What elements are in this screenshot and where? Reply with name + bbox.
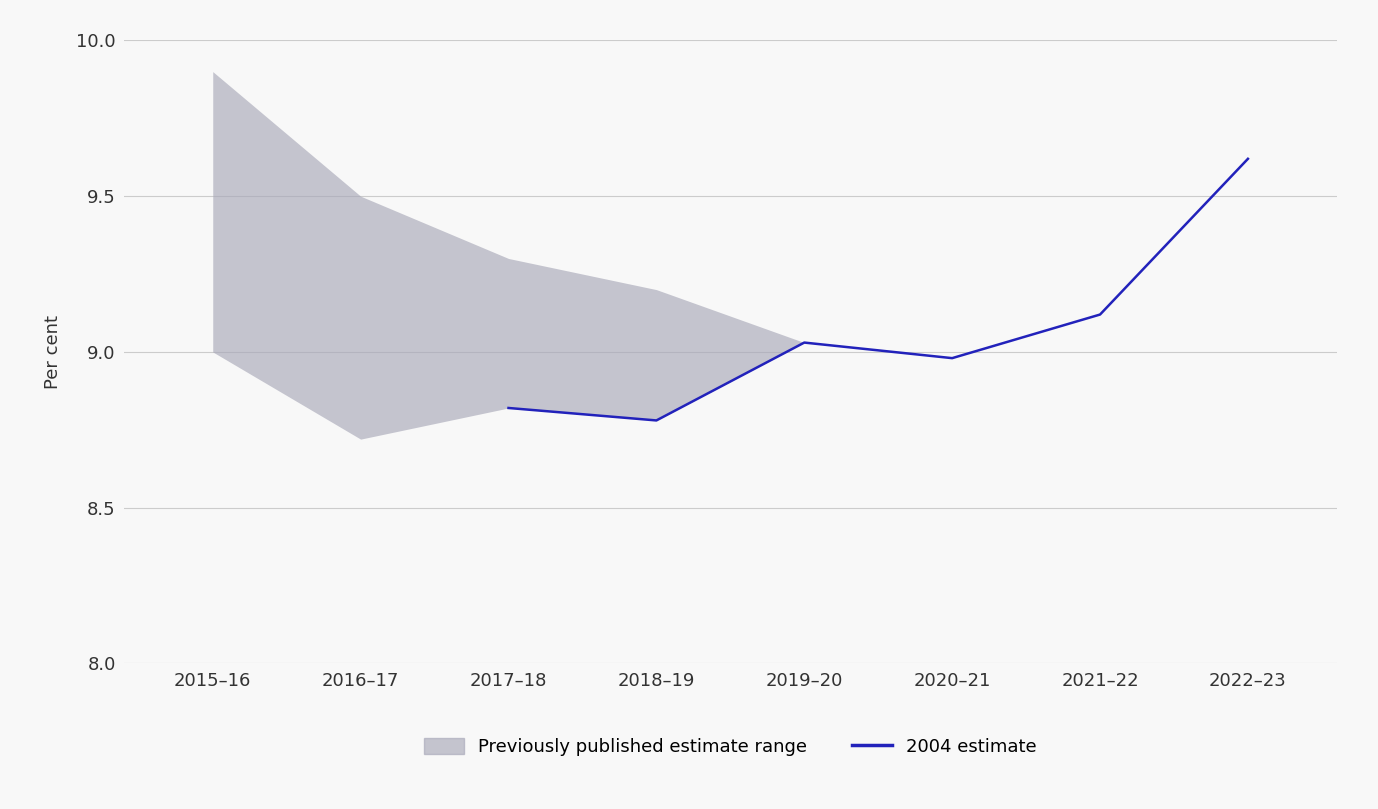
Y-axis label: Per cent: Per cent [44,315,62,389]
Legend: Previously published estimate range, 2004 estimate: Previously published estimate range, 200… [416,731,1045,764]
